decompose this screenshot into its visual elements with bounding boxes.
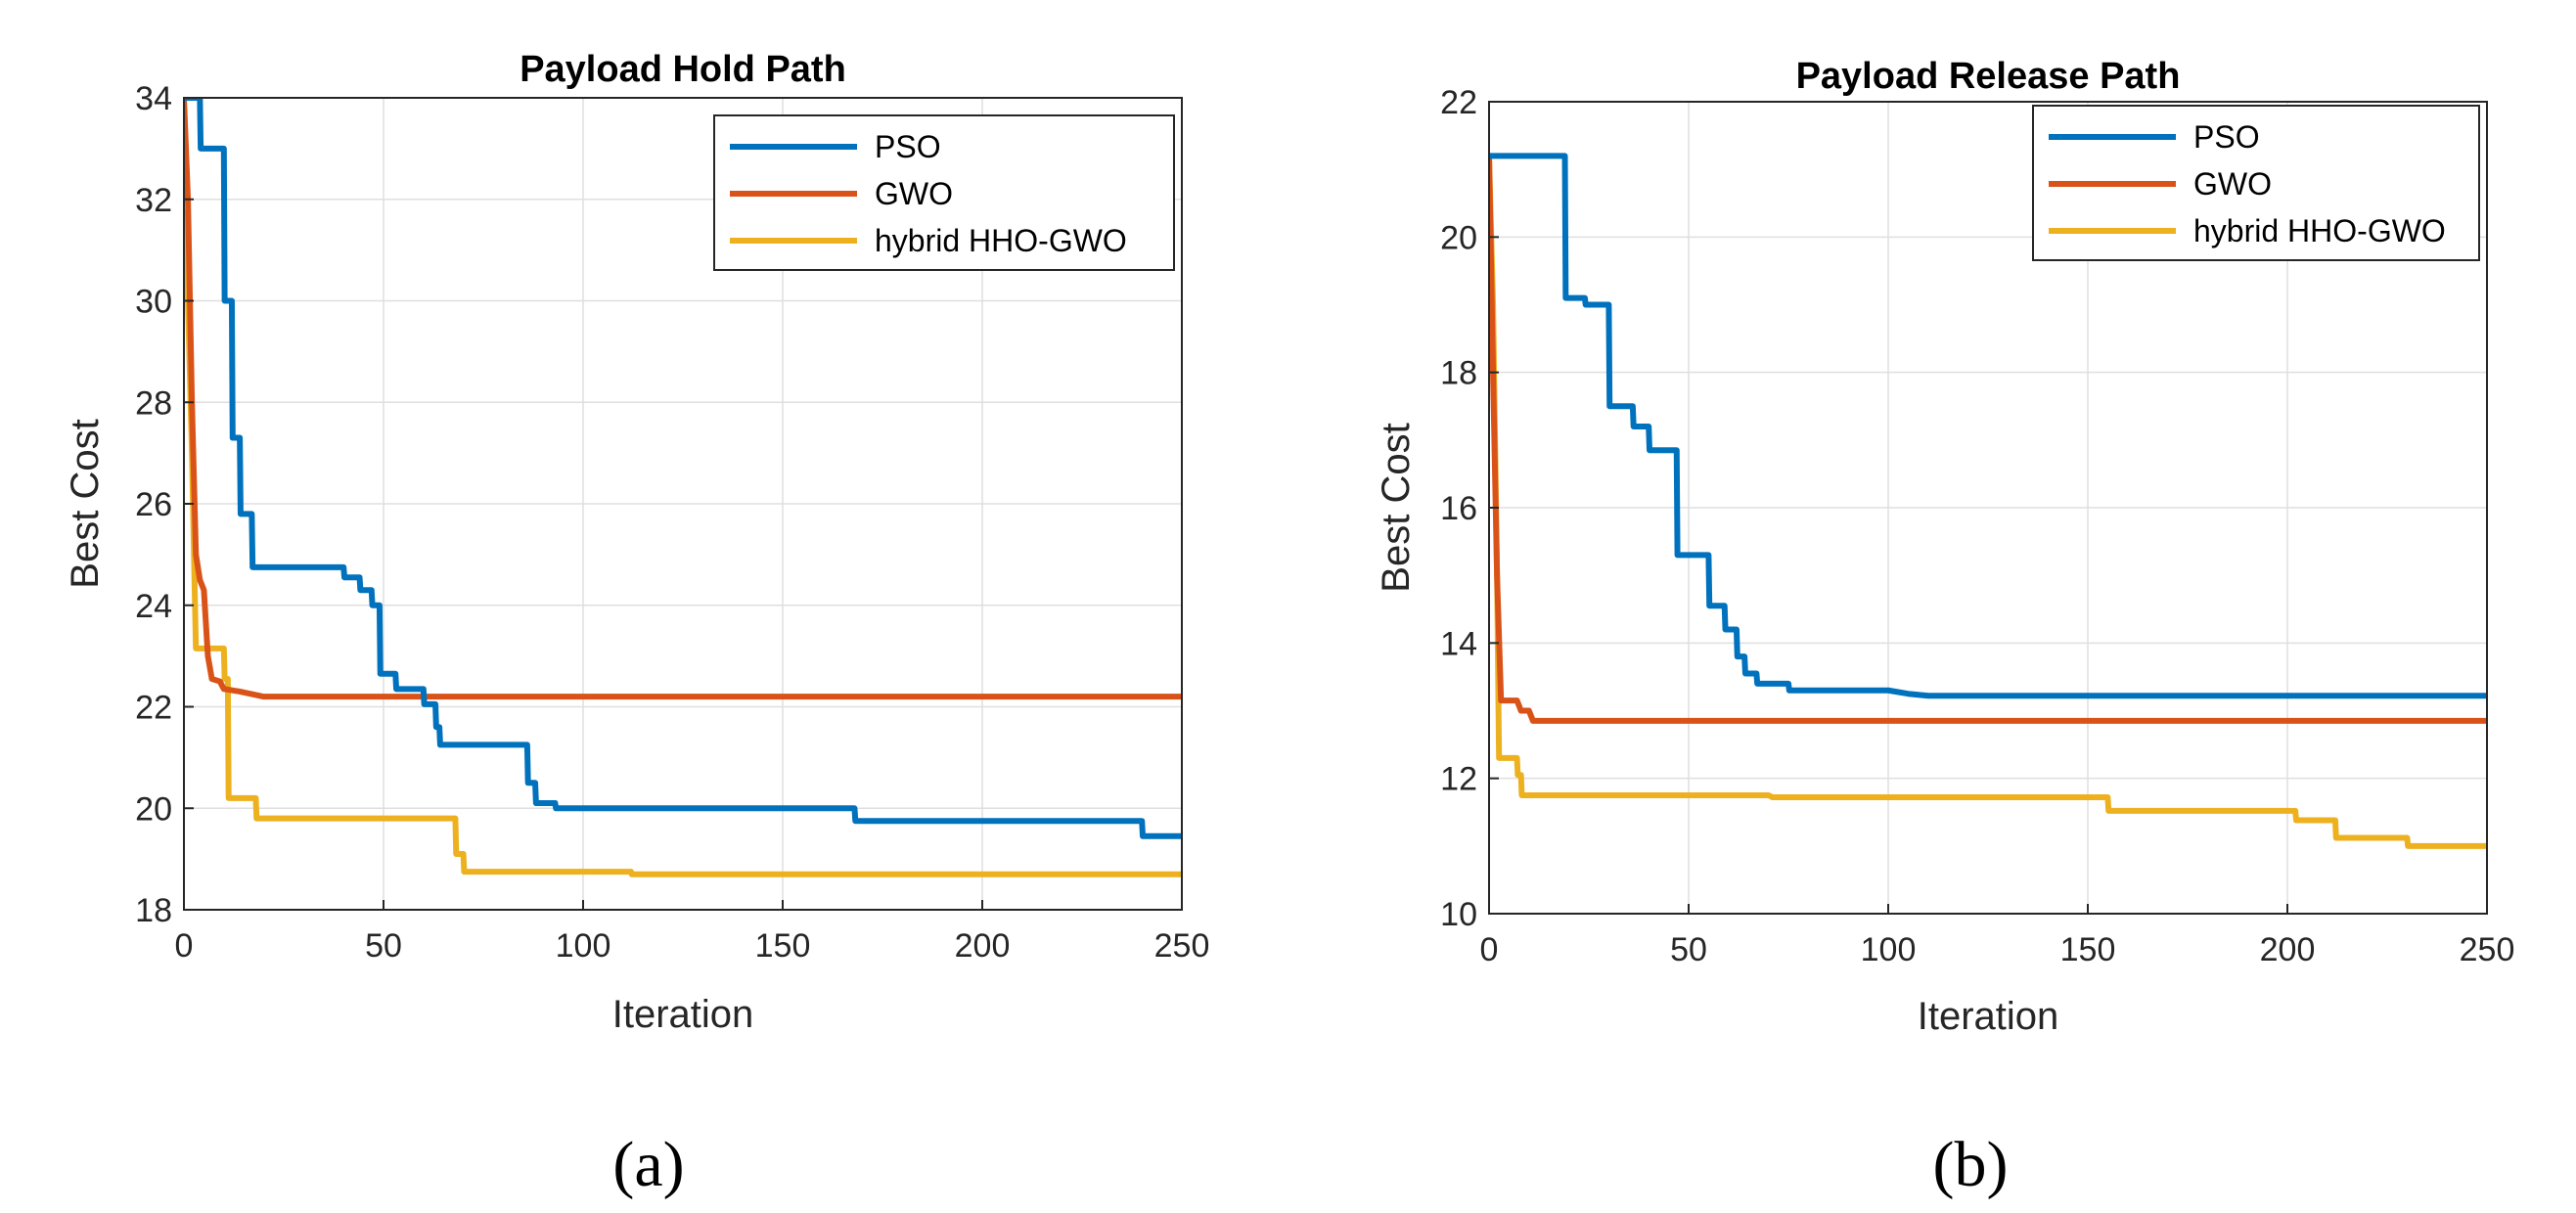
legend: PSO GWO hybrid HHO-GWO bbox=[713, 114, 1175, 271]
legend-box bbox=[2032, 105, 2480, 261]
y-tick-label: 20 bbox=[1440, 219, 1477, 256]
y-tick-label: 22 bbox=[135, 690, 172, 727]
chart-title: Payload Release Path bbox=[1796, 56, 2181, 97]
y-tick-label: 18 bbox=[1440, 355, 1477, 392]
y-tick-label: 16 bbox=[1440, 490, 1477, 527]
series-group bbox=[1489, 153, 2487, 849]
series-line-pso bbox=[184, 98, 1182, 839]
y-tick-label: 14 bbox=[1440, 625, 1477, 662]
x-tick-label: 150 bbox=[755, 927, 811, 965]
y-tick-label: 34 bbox=[135, 80, 172, 117]
x-tick-label: 50 bbox=[1670, 931, 1707, 968]
series-line-pso bbox=[1489, 153, 2487, 699]
panel-label: (a) bbox=[612, 1129, 684, 1200]
y-tick-label: 22 bbox=[1440, 84, 1477, 121]
legend-entry-label: GWO bbox=[2193, 166, 2272, 202]
x-tick-label: 50 bbox=[365, 927, 402, 965]
y-tick-label: 20 bbox=[135, 790, 172, 828]
ticks: 0 50 100 150 200 250 10 12 14 16 18 20 22 bbox=[1440, 84, 2514, 968]
x-tick-label: 250 bbox=[1154, 927, 1210, 965]
x-axis-label: Iteration bbox=[612, 993, 754, 1036]
chart-title: Payload Hold Path bbox=[520, 49, 846, 90]
series-line-hybrid-hho-gwo bbox=[184, 208, 1182, 877]
ticks: 0 50 100 150 200 250 18 20 22 24 26 28 30 32 34 bbox=[135, 80, 1209, 965]
y-tick-label: 10 bbox=[1440, 896, 1477, 933]
legend-entry-label: hybrid HHO-GWO bbox=[2193, 213, 2446, 248]
y-tick-label: 32 bbox=[135, 182, 172, 219]
chart-panel-release-path: 0 50 100 150 200 250 10 12 14 16 18 20 22 Payload Re… bbox=[1375, 56, 2514, 1200]
x-tick-label: 150 bbox=[2060, 931, 2116, 968]
legend-entry-label: hybrid HHO-GWO bbox=[875, 223, 1127, 258]
x-tick-label: 200 bbox=[955, 927, 1011, 965]
x-axis-label: Iteration bbox=[1918, 995, 2059, 1038]
y-axis-label: Best Cost bbox=[1375, 423, 1418, 592]
y-tick-label: 12 bbox=[1440, 761, 1477, 798]
y-tick-label: 24 bbox=[135, 588, 172, 625]
series-group bbox=[184, 98, 1182, 877]
series-line-hybrid-hho-gwo bbox=[1489, 156, 2487, 849]
series-line-gwo bbox=[184, 98, 1182, 700]
y-axis-label: Best Cost bbox=[64, 419, 107, 588]
x-tick-label: 0 bbox=[175, 927, 194, 965]
y-tick-label: 18 bbox=[135, 892, 172, 929]
legend-entry-label: PSO bbox=[875, 129, 941, 164]
x-tick-label: 100 bbox=[1861, 931, 1917, 968]
panel-label: (b) bbox=[1933, 1129, 2009, 1200]
y-tick-label: 28 bbox=[135, 384, 172, 422]
series-line-gwo bbox=[1489, 156, 2487, 724]
legend-entry-label: GWO bbox=[875, 176, 953, 211]
x-tick-label: 200 bbox=[2260, 931, 2316, 968]
x-tick-label: 100 bbox=[556, 927, 611, 965]
y-tick-label: 30 bbox=[135, 284, 172, 321]
x-tick-label: 250 bbox=[2460, 931, 2515, 968]
y-tick-label: 26 bbox=[135, 486, 172, 523]
x-tick-label: 0 bbox=[1480, 931, 1499, 968]
legend-entry-label: PSO bbox=[2193, 119, 2260, 155]
chart-panel-hold-path: 0 50 100 150 200 250 18 20 22 24 26 28 30 32 34 Payloa… bbox=[64, 49, 1209, 1200]
legend: PSO GWO hybrid HHO-GWO bbox=[2032, 105, 2480, 261]
